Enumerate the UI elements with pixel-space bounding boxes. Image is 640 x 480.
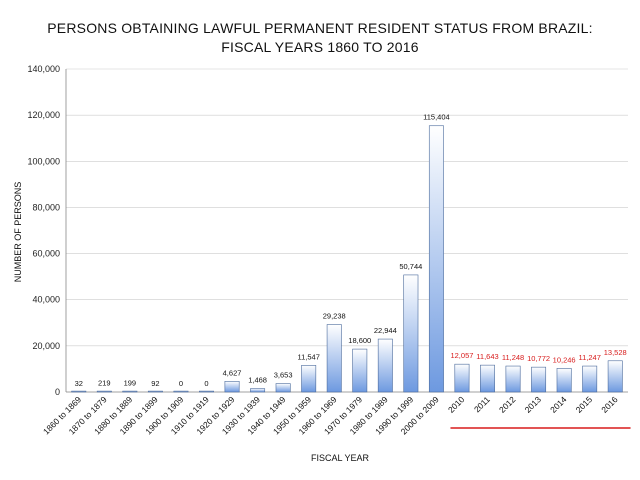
value-label: 12,057 <box>450 351 473 360</box>
y-tick-label: 120,000 <box>27 110 60 120</box>
value-label: 50,744 <box>399 262 422 271</box>
y-tick-labels: 0 20,000 40,000 60,000 80,000 100,000 120,000 1… <box>27 64 60 397</box>
bar-2013 <box>531 366 547 393</box>
axes <box>65 69 628 393</box>
bar-2012 <box>505 365 521 393</box>
y-tick-label: 0 <box>55 387 60 397</box>
x-tick-label: 2011 <box>472 394 492 414</box>
value-label: 0 <box>204 379 208 388</box>
bar-1980-to-1989 <box>377 338 393 393</box>
bar-1960-to-1969 <box>326 324 342 393</box>
bar-1910-to-1919 <box>199 390 214 393</box>
value-label: 10,246 <box>553 355 576 364</box>
y-tick-label: 100,000 <box>27 156 60 166</box>
bar-1940-to-1949 <box>275 383 291 393</box>
x-tick-label: 2013 <box>523 394 544 415</box>
value-label: 11,247 <box>578 353 600 362</box>
value-label: 219 <box>98 378 111 387</box>
bar-2011 <box>480 364 495 393</box>
bar-1860-to-1869 <box>71 390 87 393</box>
value-label: 18,600 <box>348 336 371 345</box>
x-tick-label: 2012 <box>497 394 518 415</box>
x-tick-label: 2015 <box>574 394 595 415</box>
bar-2016 <box>607 360 623 393</box>
bar-2010 <box>454 363 470 393</box>
value-label: 0 <box>179 379 183 388</box>
bar-1890-to-1899 <box>147 390 163 393</box>
y-tick-label: 40,000 <box>32 295 60 305</box>
value-label: 11,547 <box>297 352 319 361</box>
bar-2015 <box>582 365 598 393</box>
bar-1870-to-1879 <box>96 390 112 393</box>
y-tick-label: 140,000 <box>27 64 60 74</box>
value-label: 115,404 <box>423 113 450 122</box>
y-tick-label: 80,000 <box>32 202 60 212</box>
bar-1970-to-1979 <box>352 348 368 393</box>
bar-2014 <box>556 368 572 393</box>
bars <box>71 125 623 393</box>
bar-1920-to-1929 <box>224 381 240 393</box>
y-tick-label: 60,000 <box>32 249 60 259</box>
y-axis-label: NUMBER OF PERSONS <box>13 182 23 283</box>
value-label: 11,643 <box>476 352 498 361</box>
x-tick-label: 2016 <box>599 394 620 415</box>
value-label: 3,653 <box>274 371 293 380</box>
value-label: 11,248 <box>502 353 524 362</box>
x-tick-label: 2010 <box>446 394 467 415</box>
value-label: 22,944 <box>374 326 397 335</box>
bar-1990-to-1999 <box>403 274 419 393</box>
value-label: 29,238 <box>323 312 346 321</box>
bar-1900-to-1909 <box>173 390 189 393</box>
bar-2000-to-2009 <box>428 125 444 393</box>
chart-title-line-2: FISCAL YEARS 1860 TO 2016 <box>221 39 419 55</box>
bar-1950-to-1959 <box>301 365 317 393</box>
bar-1930-to-1939 <box>250 388 266 393</box>
value-label: 92 <box>151 379 159 388</box>
y-tick-label: 20,000 <box>32 341 60 351</box>
bar-1880-to-1889 <box>122 390 138 393</box>
value-label: 13,528 <box>604 348 627 357</box>
value-label: 4,627 <box>223 368 242 377</box>
value-labels: 32 219 199 92 0 0 4,627 1,468 3,653 11,547 29,238 1… <box>75 113 627 388</box>
value-label: 199 <box>124 379 137 388</box>
value-label: 1,468 <box>248 376 267 385</box>
chart-title-line-1: PERSONS OBTAINING LAWFUL PERMANENT RESID… <box>47 20 593 36</box>
x-tick-label: 2014 <box>548 394 569 415</box>
gridlines <box>66 68 628 393</box>
value-label: 10,772 <box>527 354 550 363</box>
x-axis-label: FISCAL YEAR <box>311 453 370 463</box>
value-label: 32 <box>75 379 83 388</box>
